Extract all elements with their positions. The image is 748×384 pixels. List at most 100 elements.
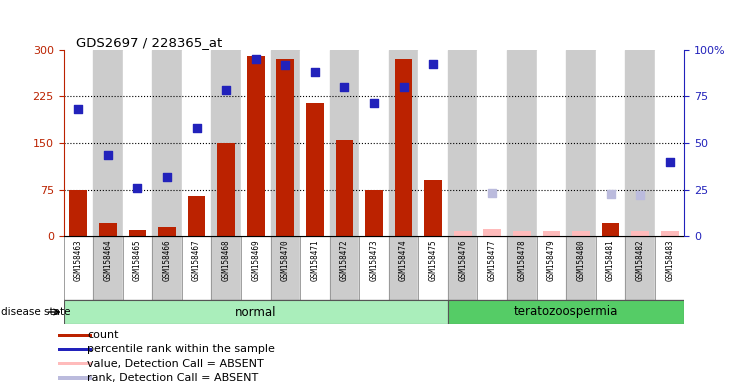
Text: GSM158478: GSM158478 — [518, 239, 527, 281]
Bar — [660, 231, 678, 236]
Bar — [123, 236, 153, 300]
Point — [398, 84, 410, 90]
Bar — [483, 229, 501, 236]
Bar — [64, 236, 94, 300]
Bar — [566, 236, 595, 300]
Bar — [654, 50, 684, 236]
Bar — [64, 300, 448, 324]
Bar — [58, 348, 92, 351]
Text: GSM158472: GSM158472 — [340, 239, 349, 281]
Point — [220, 87, 232, 93]
Text: value, Detection Call = ABSENT: value, Detection Call = ABSENT — [88, 359, 264, 369]
Bar — [277, 59, 294, 236]
Bar — [247, 56, 265, 236]
Point — [634, 192, 646, 198]
Text: normal: normal — [235, 306, 277, 318]
Text: GSM158465: GSM158465 — [133, 239, 142, 281]
Bar — [477, 236, 507, 300]
Text: disease state: disease state — [1, 307, 71, 317]
Bar — [448, 300, 684, 324]
Text: GSM158476: GSM158476 — [459, 239, 468, 281]
Text: teratozoospermia: teratozoospermia — [514, 306, 619, 318]
Bar — [330, 236, 359, 300]
Text: GSM158481: GSM158481 — [606, 239, 615, 281]
Point — [161, 174, 173, 180]
Bar — [365, 190, 383, 236]
Bar — [542, 231, 560, 236]
Bar — [158, 227, 176, 236]
Bar — [389, 236, 418, 300]
Bar — [271, 50, 300, 236]
Point — [427, 61, 439, 67]
Text: GSM158467: GSM158467 — [192, 239, 201, 281]
Bar — [477, 50, 507, 236]
Text: GSM158464: GSM158464 — [103, 239, 112, 281]
Bar — [212, 236, 241, 300]
Text: GSM158466: GSM158466 — [162, 239, 171, 281]
Text: GDS2697 / 228365_at: GDS2697 / 228365_at — [76, 36, 222, 49]
Bar — [454, 231, 471, 236]
Bar — [94, 50, 123, 236]
Bar — [536, 236, 566, 300]
Point — [191, 124, 203, 131]
Text: GSM158471: GSM158471 — [310, 239, 319, 281]
Point — [663, 159, 675, 165]
Bar — [418, 50, 448, 236]
Bar — [300, 50, 330, 236]
Bar — [625, 236, 654, 300]
Text: GSM158482: GSM158482 — [636, 239, 645, 281]
Bar — [58, 362, 92, 366]
Bar — [513, 231, 530, 236]
Text: count: count — [88, 330, 119, 340]
Point — [73, 106, 85, 112]
Point — [309, 69, 321, 75]
Bar — [507, 236, 536, 300]
Point — [486, 190, 498, 196]
Point — [102, 152, 114, 159]
Bar — [359, 236, 389, 300]
Bar — [448, 50, 477, 236]
Bar — [182, 50, 212, 236]
Text: GSM158468: GSM158468 — [221, 239, 230, 281]
Point — [279, 62, 291, 68]
Bar — [99, 222, 117, 236]
Point — [338, 84, 350, 90]
Bar — [601, 222, 619, 236]
Bar — [218, 143, 235, 236]
Text: GSM158463: GSM158463 — [74, 239, 83, 281]
Bar — [306, 103, 324, 236]
Bar — [70, 190, 88, 236]
Bar — [153, 236, 182, 300]
Bar — [424, 180, 442, 236]
Bar — [300, 236, 330, 300]
Bar — [631, 231, 649, 236]
Bar — [58, 334, 92, 337]
Point — [368, 99, 380, 106]
Point — [132, 185, 144, 191]
Bar — [625, 50, 654, 236]
Text: percentile rank within the sample: percentile rank within the sample — [88, 344, 275, 354]
Bar — [654, 236, 684, 300]
Text: GSM158470: GSM158470 — [280, 239, 289, 281]
Bar — [271, 236, 300, 300]
Text: GSM158469: GSM158469 — [251, 239, 260, 281]
Text: GSM158483: GSM158483 — [665, 239, 674, 281]
Bar — [336, 140, 353, 236]
Bar — [418, 236, 448, 300]
Bar — [94, 236, 123, 300]
Text: rank, Detection Call = ABSENT: rank, Detection Call = ABSENT — [88, 373, 258, 383]
Bar — [536, 50, 566, 236]
Bar — [58, 376, 92, 380]
Bar — [507, 50, 536, 236]
Bar — [182, 236, 212, 300]
Text: GSM158480: GSM158480 — [577, 239, 586, 281]
Text: GSM158479: GSM158479 — [547, 239, 556, 281]
Bar — [448, 236, 477, 300]
Bar — [212, 50, 241, 236]
Bar — [123, 50, 153, 236]
Bar — [595, 236, 625, 300]
Text: GSM158473: GSM158473 — [370, 239, 378, 281]
Bar — [595, 50, 625, 236]
Bar — [566, 50, 595, 236]
Text: GSM158477: GSM158477 — [488, 239, 497, 281]
